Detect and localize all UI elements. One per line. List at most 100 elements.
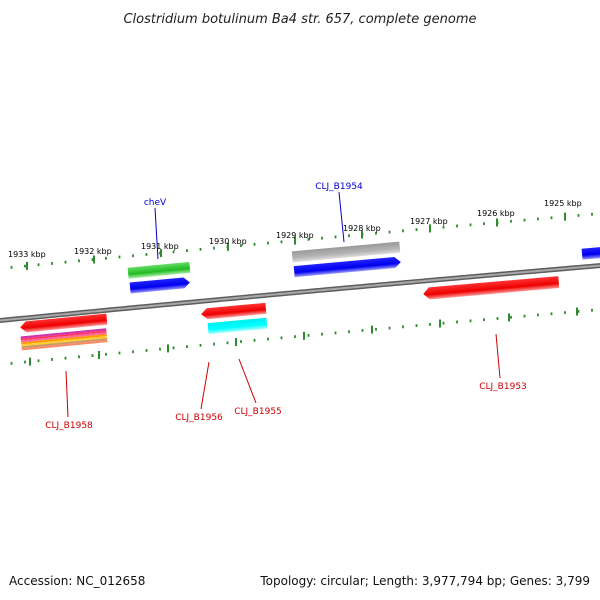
scale-label: 1933 kbp [8,250,46,259]
minor-tick [78,259,80,263]
map-title: Clostridium botulinum Ba4 str. 657, comp… [123,12,476,27]
minor-tick [523,314,526,318]
major-tick [98,350,100,359]
major-tick [227,242,229,251]
minor-tick [132,350,134,354]
gene-forward-cds-shape [581,246,600,260]
gene-orthology-block[interactable] [127,261,191,279]
accession-text: Accession: NC_012658 [9,574,146,588]
minor-tick [577,214,580,217]
major-tick [294,236,296,245]
major-tick [160,249,162,258]
minor-tick [537,217,539,221]
major-tick [167,344,169,353]
minor-tick [523,218,526,222]
minor-tick [280,336,283,340]
minor-tick [348,234,350,238]
gene-reverse-cds[interactable] [423,276,560,300]
gene-label[interactable]: cheV [144,198,167,208]
minor-tick [213,246,215,250]
minor-tick [550,216,553,220]
minor-tick [186,345,188,349]
scale-label: 1931 kbp [141,242,179,251]
minor-tick [118,351,121,355]
gene-forward-cds[interactable] [129,277,191,294]
scale-label: 1930 kbp [209,237,247,246]
gene-label[interactable]: CLJ_B1955 [234,407,282,417]
gene-forward-cds-shape [129,277,190,294]
minor-tick [172,250,175,254]
major-tick [429,224,431,233]
scale-label: 1928 kbp [343,224,381,233]
minor-tick [64,260,67,264]
minor-tick [429,323,431,326]
gene-other-block[interactable] [291,241,401,263]
gene-rna-block[interactable] [207,317,268,335]
minor-tick [253,242,256,246]
major-tick [496,218,498,227]
gene-label-leader [154,207,159,260]
minor-tick [483,222,485,226]
gene-multicolor-block[interactable] [20,328,108,351]
minor-tick [10,265,13,269]
major-tick [303,331,305,340]
minor-tick [24,360,26,364]
minor-tick [375,327,377,331]
gene-label[interactable]: CLJ_B1954 [315,182,363,192]
gene-label[interactable]: CLJ_B1956 [175,413,223,423]
minor-tick [267,337,269,341]
scale-label: 1932 kbp [74,247,112,256]
minor-tick [132,254,134,258]
multicolor-stripe [20,332,107,343]
minor-tick [456,320,458,324]
minor-tick [334,331,337,335]
minor-tick [415,324,418,328]
minor-tick [402,229,404,233]
minor-tick [591,212,593,216]
minor-tick [172,346,175,350]
minor-tick [415,228,418,232]
major-tick [361,230,363,239]
minor-tick [159,347,161,351]
gene-label-leader [495,333,501,379]
scale-label: 1929 kbp [276,231,314,240]
minor-tick [591,308,593,312]
minor-tick [496,317,499,320]
multicolor-stripe [21,338,108,349]
minor-tick [199,343,202,347]
minor-tick [442,225,445,229]
map-layer: 1933 kbp 1932 kbp 1931 kbp 1930 kbp 1929 kbp… [0,199,600,366]
gene-label-leader [238,358,257,404]
minor-tick [105,256,107,260]
minor-tick [469,319,472,323]
gene-reverse-cds[interactable] [20,313,108,333]
gene-forward-cds[interactable] [293,257,402,278]
major-tick [508,313,510,322]
gene-reverse-cds-shape [20,313,108,333]
gene-reverse-cds-shape [423,276,560,300]
gene-reverse-cds[interactable] [201,302,267,320]
minor-tick [37,359,40,363]
gene-forward-cds[interactable] [581,246,600,260]
inner-tick-ring [10,308,593,365]
minor-tick [294,335,296,339]
gene-label[interactable]: CLJ_B1953 [479,382,527,392]
minor-tick [510,219,512,223]
minor-tick [91,258,94,261]
minor-tick [375,231,377,235]
minor-tick [469,223,472,227]
multicolor-stripe [20,328,107,339]
gene-label-leader [65,370,69,418]
minor-tick [537,313,539,317]
minor-tick [564,311,566,315]
major-tick [26,261,28,270]
gene-label-leader [338,191,345,243]
minor-tick [253,338,256,342]
minor-tick [186,249,188,253]
scale-label: 1926 kbp [477,209,515,218]
gene-label[interactable]: CLJ_B1958 [45,421,93,431]
minor-tick [402,325,404,329]
minor-tick [240,340,242,343]
minor-tick [388,230,391,234]
